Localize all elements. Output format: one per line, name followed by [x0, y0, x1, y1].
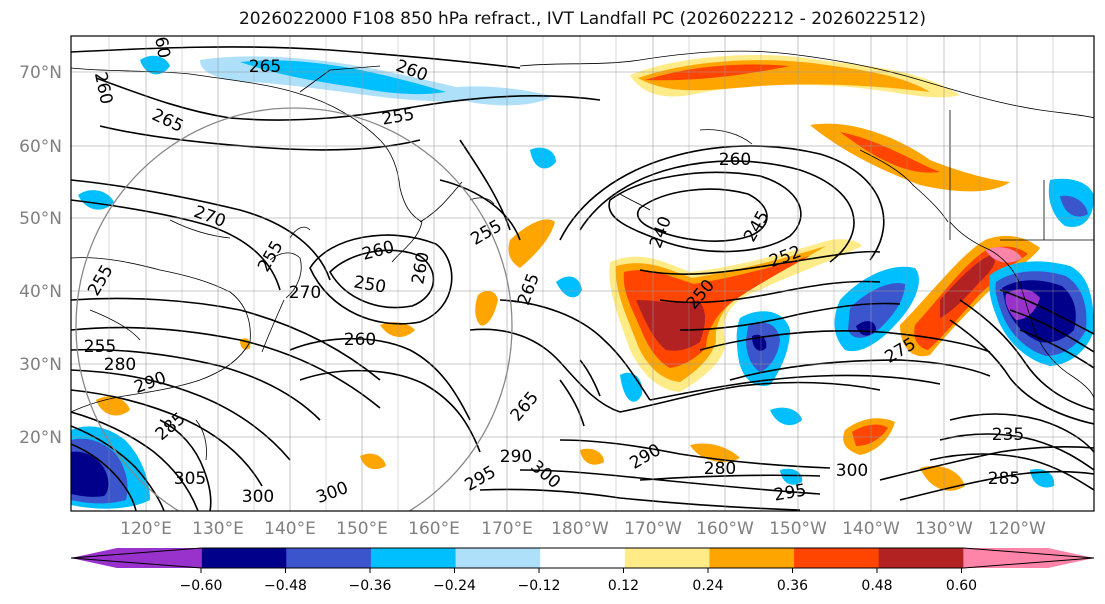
colorbar-bin: [370, 548, 457, 568]
contour-label: 260: [344, 330, 376, 350]
latitude-tick-label: 70°N: [19, 63, 62, 83]
contour-label: 280: [704, 459, 736, 479]
latitude-tick-label: 30°N: [19, 355, 62, 375]
colorbar-tick-label: 0.36: [777, 578, 808, 594]
colorbar: −0.60 −0.48 −0.36 −0.24 −0.12 0.12 0.24 0.36 0.4…: [70, 547, 1095, 594]
contour-label: 260: [719, 150, 751, 170]
latitude-tick-label: 40°N: [19, 282, 62, 302]
contour-label: 305: [174, 469, 206, 489]
colorbar-tick-label: 0.48: [861, 578, 892, 594]
longitude-labels: 120°E 130°E 140°E 150°E 160°E 170°E 180°W 170°W…: [120, 519, 1046, 539]
longitude-tick-label: 160°E: [408, 519, 460, 539]
contour-label: 285: [988, 469, 1020, 489]
colorbar-tick-label: 0.12: [608, 578, 639, 594]
colorbar-bin: [709, 548, 795, 568]
contour-label: 260: [148, 24, 173, 59]
latitude-tick-label: 60°N: [19, 137, 62, 157]
colorbar-tick-label: 0.60: [946, 578, 977, 594]
colorbar-tick-label: −0.36: [349, 578, 392, 594]
longitude-tick-label: 160°W: [696, 519, 754, 539]
colorbar-bin: [878, 548, 964, 568]
colorbar-outline: [70, 547, 1095, 569]
latitude-tick-label: 20°N: [19, 428, 62, 448]
latitude-tick-label: 50°N: [19, 209, 62, 229]
longitude-tick-label: 150°E: [336, 519, 388, 539]
colorbar-bin: [794, 548, 880, 568]
shaded-field: [71, 55, 1094, 509]
map-frame: [70, 35, 1095, 512]
longitude-tick-label: 180°W: [551, 519, 609, 539]
colorbar-bin: [71, 548, 202, 568]
graticule: [71, 36, 1094, 511]
colorbar-bin: [624, 548, 710, 568]
colorbar-bin: [963, 548, 1094, 568]
contour-label: 280: [104, 355, 136, 375]
map-background: [71, 36, 1094, 511]
colorbar-bin: [540, 548, 626, 568]
contour-label: 290: [500, 447, 532, 467]
range-circle: [75, 107, 513, 511]
colorbar-bin: [455, 548, 541, 568]
longitude-tick-label: 120°E: [120, 519, 172, 539]
longitude-tick-label: 120°W: [988, 519, 1046, 539]
contour-label: 300: [836, 461, 868, 481]
latitude-labels: 70°N 60°N 50°N 40°N 30°N 20°N: [19, 63, 62, 448]
longitude-tick-label: 130°W: [915, 519, 973, 539]
colorbar-tick-label: 0.24: [692, 578, 723, 594]
colorbar-bin: [201, 548, 287, 568]
contour-label: 270: [289, 283, 321, 303]
plot-title: 2026022000 F108 850 hPa refract., IVT La…: [238, 9, 926, 29]
contour-label: 255: [84, 337, 116, 357]
contour-label: 265: [249, 57, 281, 77]
colorbar-bin: [286, 548, 372, 568]
refractivity-contours: [71, 46, 1094, 511]
longitude-tick-label: 140°E: [264, 519, 316, 539]
colorbar-tick-label: −0.60: [180, 578, 223, 594]
contour-label: 300: [242, 487, 274, 507]
longitude-tick-label: 170°E: [481, 519, 533, 539]
longitude-tick-label: 170°W: [624, 519, 682, 539]
longitude-tick-label: 140°W: [842, 519, 900, 539]
colorbar-tick-label: −0.24: [433, 578, 476, 594]
contour-label: 235: [992, 425, 1024, 445]
longitude-tick-label: 150°W: [769, 519, 827, 539]
colorbar-tick-label: −0.48: [264, 578, 307, 594]
longitude-tick-label: 130°E: [192, 519, 244, 539]
colorbar-tick-label: −0.12: [518, 578, 561, 594]
